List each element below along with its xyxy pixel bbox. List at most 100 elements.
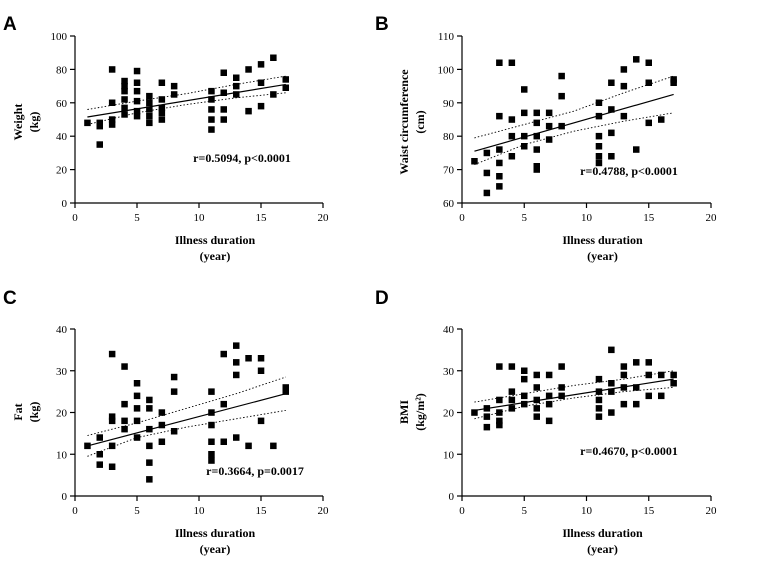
data-point: [508, 132, 516, 140]
y-tick-label: 40: [443, 324, 455, 336]
data-point: [608, 346, 615, 354]
data-point: [645, 119, 652, 127]
y-tick-label: 20: [56, 165, 68, 177]
correlation-annotation: r=0.4788, p<0.0001: [580, 164, 678, 178]
data-point: [608, 388, 615, 395]
data-point: [146, 405, 153, 412]
ci-upper-line: [474, 75, 674, 139]
y-tick-label: 40: [56, 324, 68, 336]
data-point: [521, 86, 528, 93]
x-axis-unit: (year): [587, 542, 618, 556]
data-point: [670, 79, 677, 86]
data-point: [483, 149, 491, 157]
x-tick-label: 10: [194, 212, 206, 224]
ci-lower-line: [474, 112, 674, 166]
data-point: [233, 82, 240, 90]
data-point: [245, 107, 252, 115]
data-point: [633, 384, 640, 391]
data-point: [257, 61, 265, 68]
x-axis-title: Illness duration: [562, 526, 643, 540]
x-tick-label: 20: [318, 505, 330, 517]
data-point: [545, 400, 553, 408]
data-point: [146, 396, 153, 404]
data-point: [608, 153, 615, 160]
data-point: [608, 409, 615, 416]
data-point: [595, 375, 603, 383]
data-point: [208, 457, 215, 464]
data-point: [257, 102, 265, 110]
y-tick-label: 30: [443, 366, 455, 378]
x-tick-label: 0: [459, 505, 465, 517]
data-point: [595, 132, 603, 140]
data-point: [158, 109, 166, 117]
data-point: [545, 371, 553, 379]
regression-line: [87, 393, 286, 447]
x-tick-label: 0: [72, 212, 78, 224]
data-point: [257, 79, 265, 86]
data-point: [508, 388, 516, 395]
data-point: [208, 438, 215, 445]
data-point: [521, 132, 528, 140]
x-axis-unit: (year): [587, 249, 618, 263]
panel-c: C 0 10 20 30 40 0 5 10 15 20 Illness duration (year)…: [3, 288, 329, 556]
data-point: [96, 141, 103, 148]
data-point: [645, 392, 652, 400]
data-point: [483, 405, 491, 412]
data-point: [133, 405, 141, 412]
data-point: [170, 91, 178, 98]
data-point: [558, 72, 565, 80]
data-point: [220, 400, 227, 408]
data-point: [233, 434, 240, 441]
y-tick-label: 80: [56, 64, 68, 76]
data-point: [508, 59, 516, 66]
data-point: [595, 413, 603, 420]
data-point: [108, 413, 116, 420]
data-point: [545, 109, 553, 117]
data-point: [146, 476, 153, 483]
data-point: [595, 143, 603, 150]
data-point: [645, 59, 652, 66]
data-point: [508, 116, 516, 123]
data-point: [496, 59, 503, 66]
y-tick-label: 60: [443, 198, 455, 210]
data-point: [108, 66, 116, 73]
correlation-annotation: r=0.5094, p<0.0001: [193, 151, 291, 165]
data-point: [158, 96, 166, 103]
data-point: [208, 451, 215, 458]
data-point: [620, 371, 628, 379]
data-point: [133, 417, 141, 425]
data-point: [508, 153, 516, 160]
data-point: [170, 373, 178, 381]
data-point: [533, 413, 540, 420]
data-point: [170, 388, 178, 395]
data-point: [508, 363, 516, 370]
data-point: [208, 388, 215, 395]
data-point: [220, 116, 227, 123]
data-point: [245, 355, 252, 362]
data-point: [558, 392, 565, 400]
data-point: [282, 84, 289, 91]
data-point: [208, 106, 215, 113]
y-tick-label: 70: [443, 165, 455, 177]
x-tick-label: 10: [581, 505, 593, 517]
data-point: [558, 363, 565, 370]
data-point: [257, 367, 265, 374]
ci-upper-line: [87, 75, 286, 110]
data-point: [146, 459, 153, 466]
data-point: [508, 405, 516, 412]
x-tick-label: 5: [522, 212, 528, 224]
ci-lower-line: [474, 386, 674, 420]
data-point: [108, 442, 116, 450]
data-point: [521, 109, 528, 117]
data-point: [633, 146, 640, 153]
data-point: [245, 442, 252, 450]
ci-lower-line: [87, 409, 286, 457]
x-axis-unit: (year): [200, 542, 231, 556]
regression-line: [474, 93, 674, 152]
data-point: [533, 132, 540, 140]
data-point: [133, 392, 141, 400]
x-tick-label: 5: [522, 505, 528, 517]
data-point: [146, 112, 153, 120]
data-point: [496, 173, 503, 180]
correlation-annotation: r=0.4670, p<0.0001: [580, 444, 678, 458]
